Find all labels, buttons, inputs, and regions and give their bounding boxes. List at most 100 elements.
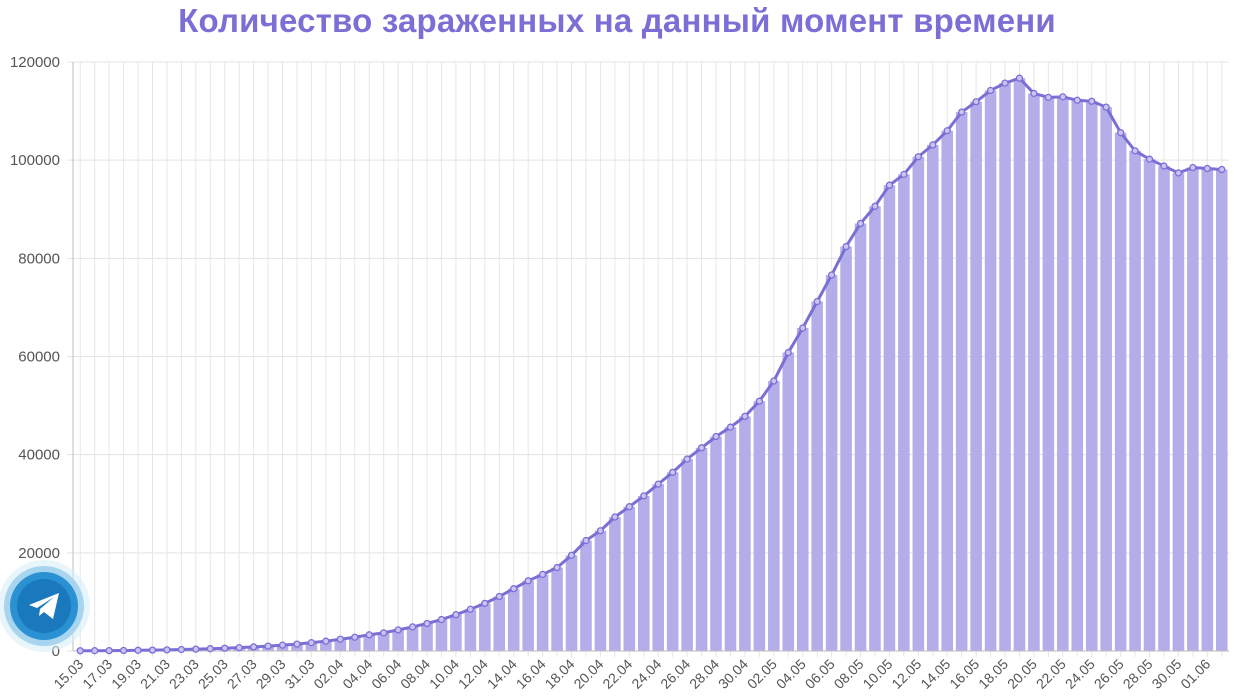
bar xyxy=(1158,166,1170,651)
data-point xyxy=(510,585,518,593)
data-point xyxy=(1044,93,1053,101)
data-point xyxy=(163,646,171,654)
bar xyxy=(825,275,838,651)
x-tick-label: 12.05 xyxy=(888,656,924,692)
data-point xyxy=(1030,89,1038,98)
x-tick-label: 04.05 xyxy=(773,656,809,692)
bar xyxy=(883,185,896,652)
data-point xyxy=(958,108,966,116)
data-point xyxy=(1203,164,1211,173)
data-point xyxy=(481,599,489,608)
bar xyxy=(348,637,361,651)
bar xyxy=(1057,96,1069,651)
data-point xyxy=(524,577,532,585)
x-tick-label: 14.05 xyxy=(917,656,953,692)
telegram-plane-icon[interactable] xyxy=(0,556,96,656)
bar xyxy=(999,83,1011,651)
data-point xyxy=(567,551,576,559)
data-point xyxy=(1174,169,1183,177)
data-point xyxy=(380,629,388,637)
chart-title: Количество зараженных на данный момент в… xyxy=(178,2,1056,39)
data-point xyxy=(914,153,922,161)
bar xyxy=(450,614,462,651)
data-point xyxy=(770,377,778,385)
data-point xyxy=(1189,163,1197,172)
data-point xyxy=(1059,93,1067,101)
data-point xyxy=(235,644,243,652)
data-point xyxy=(76,647,84,655)
bar xyxy=(1114,132,1127,651)
x-tick-label: 24.05 xyxy=(1062,656,1098,692)
data-point xyxy=(697,444,706,452)
bar xyxy=(406,626,419,651)
bar xyxy=(334,639,347,651)
x-tick-label: 12.04 xyxy=(455,656,491,692)
x-tick-label: 30.05 xyxy=(1148,656,1184,692)
bar xyxy=(753,401,766,651)
data-point xyxy=(293,640,301,648)
x-tick-label: 08.05 xyxy=(831,656,867,692)
bar xyxy=(811,301,823,651)
x-tick-label: 31.03 xyxy=(281,656,317,692)
telegram-button[interactable] xyxy=(0,556,96,656)
bar xyxy=(493,596,506,651)
bar xyxy=(421,623,433,651)
data-point xyxy=(986,86,995,95)
bar xyxy=(869,206,881,651)
bar xyxy=(768,381,780,651)
bar xyxy=(681,459,693,651)
bar xyxy=(840,246,852,651)
x-tick-label: 10.05 xyxy=(859,656,895,692)
x-tick-label: 16.05 xyxy=(946,656,982,692)
data-point xyxy=(148,646,157,654)
bar xyxy=(320,641,332,651)
bar xyxy=(970,101,982,651)
bar xyxy=(479,603,491,651)
data-point xyxy=(640,492,648,500)
data-point xyxy=(206,645,214,653)
bar xyxy=(580,540,592,651)
data-point xyxy=(423,619,431,628)
y-axis-ticks: 0 20000 40000 60000 80000 100000 120000 xyxy=(10,54,60,660)
data-point xyxy=(871,202,879,210)
data-point xyxy=(408,623,417,631)
x-tick-label: 18.04 xyxy=(542,656,578,692)
data-point xyxy=(943,127,951,135)
data-point xyxy=(394,626,402,634)
data-point xyxy=(1015,74,1024,82)
data-point xyxy=(885,181,894,189)
bar xyxy=(854,223,867,651)
data-point xyxy=(134,646,142,654)
data-point xyxy=(437,615,446,624)
y-tick-label: 40000 xyxy=(18,447,60,464)
data-point xyxy=(596,527,605,535)
bar xyxy=(926,144,939,651)
bar xyxy=(695,447,708,651)
data-point xyxy=(582,536,590,545)
x-tick-label: 01.06 xyxy=(1177,656,1213,692)
data-point xyxy=(654,480,662,488)
x-tick-label: 19.03 xyxy=(108,656,144,692)
x-tick-label: 27.03 xyxy=(224,656,260,692)
bar xyxy=(1042,97,1055,652)
x-tick-label: 15.03 xyxy=(50,656,86,692)
x-tick-label: 30.04 xyxy=(715,656,751,692)
bar xyxy=(305,642,318,651)
bar xyxy=(1100,107,1112,651)
data-point xyxy=(611,513,619,521)
data-point xyxy=(726,423,735,431)
data-point xyxy=(972,98,980,106)
data-point xyxy=(307,639,316,647)
data-point xyxy=(827,271,836,279)
data-point xyxy=(1116,129,1125,137)
x-tick-label: 14.04 xyxy=(484,656,520,692)
data-point xyxy=(1145,155,1154,163)
bar xyxy=(1201,168,1214,651)
bar xyxy=(666,472,679,651)
bar xyxy=(594,530,607,651)
bar xyxy=(1071,100,1084,651)
data-point xyxy=(452,611,460,619)
bar xyxy=(507,588,520,651)
bar xyxy=(522,580,534,651)
data-point xyxy=(856,219,865,228)
